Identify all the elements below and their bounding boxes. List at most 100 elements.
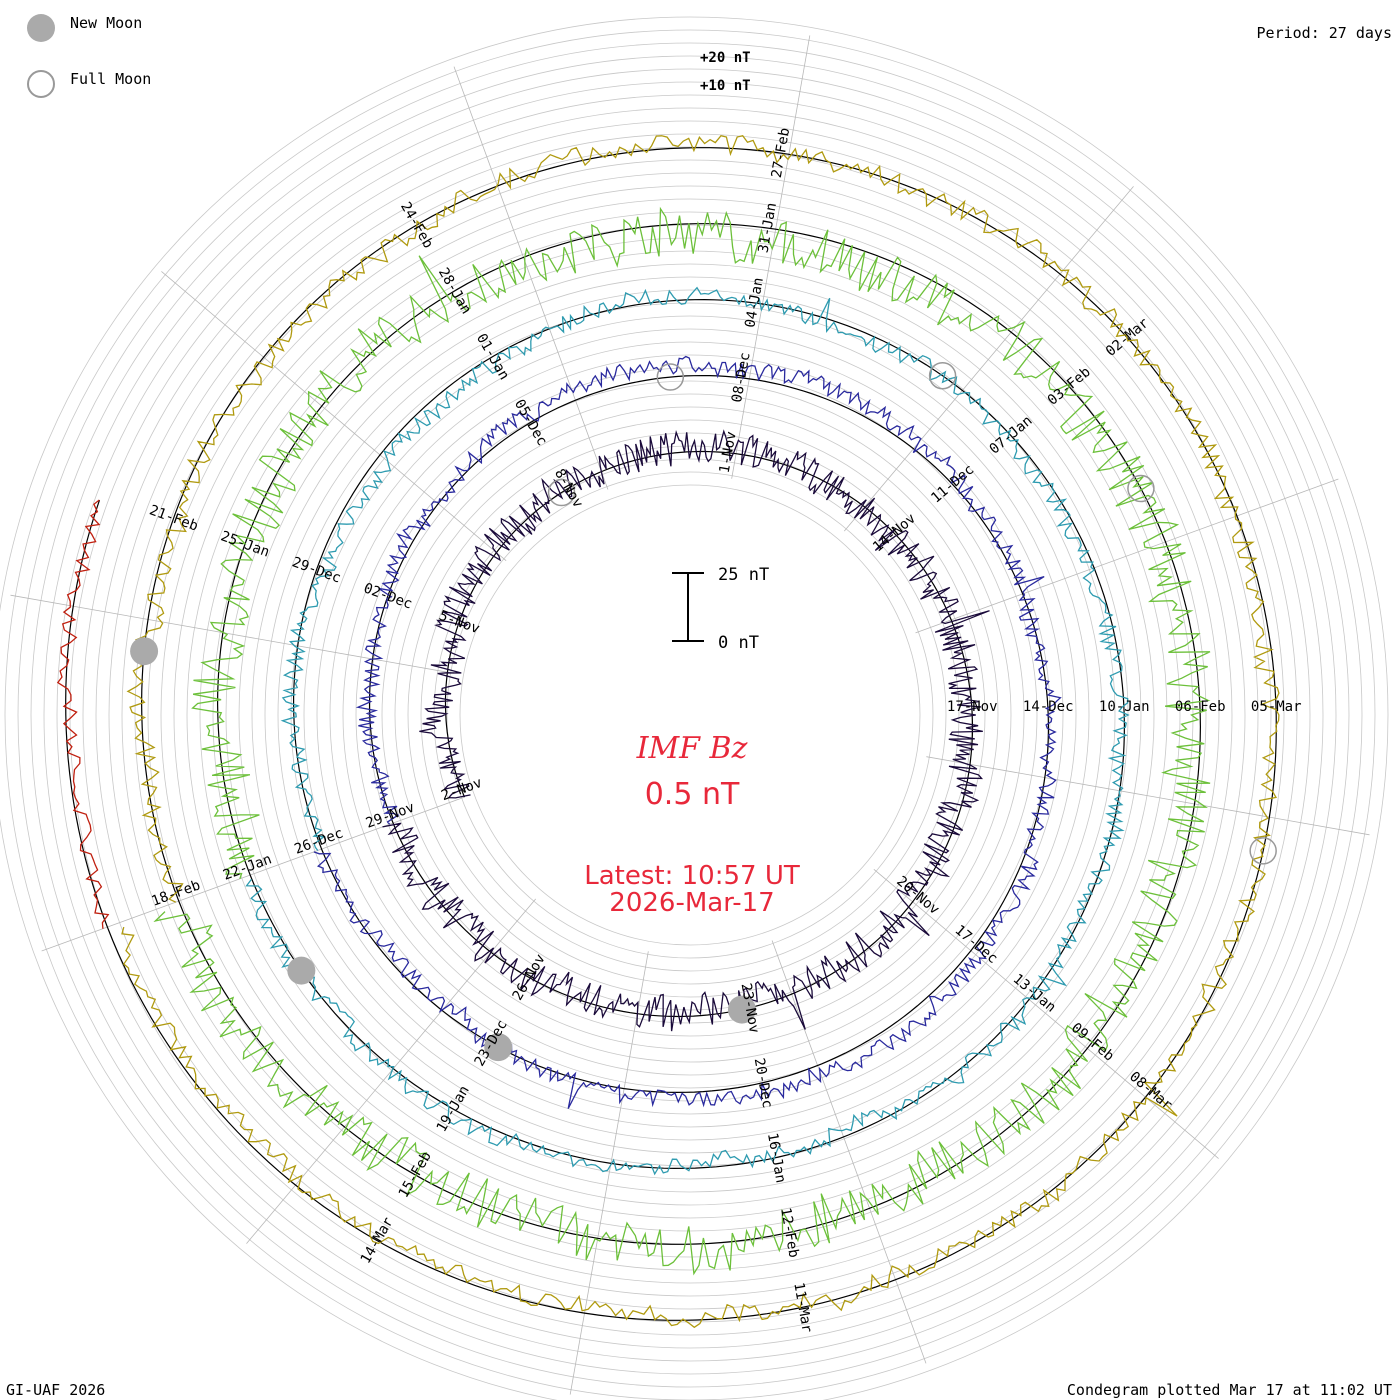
date-label: 2-Nov bbox=[439, 775, 484, 804]
grid-ring bbox=[186, 211, 1194, 1219]
grid-spoke bbox=[771, 940, 927, 1364]
grid-ring bbox=[264, 289, 1116, 1141]
new-moon-marker bbox=[727, 995, 756, 1024]
grid-spoke bbox=[41, 796, 465, 952]
date-label: 1-Nov bbox=[717, 430, 740, 474]
chart-title: IMF Bz bbox=[636, 731, 748, 766]
grid-spoke bbox=[246, 898, 537, 1244]
footer-plot-time: Condegram plotted Mar 17 at 11:02 UT bbox=[1066, 1381, 1392, 1399]
grid-ring bbox=[303, 328, 1077, 1102]
grid-ring bbox=[368, 393, 1012, 1037]
series-trace-4 bbox=[153, 206, 1211, 1276]
date-label: 29-Nov bbox=[364, 799, 417, 831]
series-trace-3 bbox=[245, 286, 1130, 1176]
grid-spoke bbox=[453, 66, 609, 490]
full-moon-legend-icon bbox=[27, 70, 55, 98]
grid-spoke bbox=[843, 186, 1134, 532]
series-trace-5 bbox=[121, 134, 1280, 1329]
date-label: 14-Dec bbox=[1023, 699, 1074, 715]
grid-ring bbox=[277, 302, 1103, 1128]
grid-ring bbox=[0, 16, 1389, 1400]
grid-ring bbox=[160, 185, 1220, 1245]
grid-spoke bbox=[161, 271, 507, 562]
date-label: 07-Jan bbox=[987, 413, 1036, 458]
date-label: 16-Jan bbox=[764, 1132, 789, 1185]
series-trace-1 bbox=[382, 429, 990, 1032]
date-label: 26-Dec bbox=[292, 825, 345, 857]
grid-ring bbox=[433, 458, 947, 972]
full-moon-marker bbox=[656, 363, 685, 391]
grid-ring bbox=[147, 172, 1233, 1258]
full-moon-legend-label: Full Moon bbox=[70, 70, 152, 88]
grid-ring bbox=[355, 380, 1025, 1050]
date-label: 18-Feb bbox=[150, 877, 203, 909]
new-moon-marker bbox=[484, 1033, 513, 1062]
grid-ring bbox=[4, 29, 1376, 1400]
full-moon-marker bbox=[547, 478, 576, 507]
grid-ring bbox=[95, 120, 1285, 1310]
date-label: 28-Jan bbox=[435, 265, 474, 317]
period-label: Period: 27 days bbox=[1256, 24, 1392, 42]
latest-time: Latest: 10:57 UT bbox=[584, 861, 800, 891]
grid-ring bbox=[225, 250, 1155, 1180]
grid-spoke bbox=[915, 478, 1339, 634]
grid-ring bbox=[121, 146, 1259, 1284]
grid-ring bbox=[108, 133, 1272, 1297]
grid-ring bbox=[329, 354, 1051, 1076]
footer-credit: GI-UAF 2026 bbox=[6, 1381, 106, 1399]
grid-ring bbox=[381, 406, 999, 1024]
date-label: 06-Feb bbox=[1175, 699, 1226, 715]
grid-spoke bbox=[731, 35, 811, 479]
grid-ring bbox=[30, 55, 1350, 1375]
new-moon-marker bbox=[287, 956, 316, 985]
new-moon-marker bbox=[130, 637, 159, 666]
grid-ring bbox=[394, 419, 986, 1011]
scale-bar-top-label: 25 nT bbox=[718, 565, 769, 585]
date-label: 14-Mar bbox=[358, 1215, 397, 1267]
grid-ring bbox=[173, 198, 1207, 1232]
current-value: 0.5 nT bbox=[645, 777, 740, 812]
date-label: 13-Jan bbox=[1010, 971, 1059, 1016]
moon-layer bbox=[130, 361, 1277, 1062]
date-label: 08-Dec bbox=[729, 351, 754, 404]
grid-layer bbox=[0, 16, 1389, 1400]
grid-ring bbox=[43, 68, 1337, 1362]
grid-ring bbox=[459, 484, 921, 946]
grid-ring bbox=[446, 471, 934, 959]
grid-ring bbox=[316, 341, 1064, 1089]
grid-ring bbox=[290, 315, 1090, 1115]
grid-ring bbox=[69, 94, 1311, 1336]
new-moon-legend-label: New Moon bbox=[70, 14, 143, 32]
date-label: 17-Nov bbox=[947, 699, 998, 715]
date-label: 08-Mar bbox=[1126, 1069, 1175, 1114]
grid-ring bbox=[134, 159, 1246, 1271]
date-label: 05-Dec bbox=[511, 397, 550, 449]
grid-ring bbox=[342, 367, 1038, 1063]
date-label: 10-Jan bbox=[1099, 699, 1150, 715]
date-label: 05-Mar bbox=[1251, 699, 1302, 715]
full-moon-marker bbox=[928, 361, 957, 390]
grid-ring bbox=[82, 107, 1298, 1323]
grid-spoke bbox=[926, 756, 1370, 836]
date-label: 04-Jan bbox=[742, 276, 767, 329]
scale-bar-bottom-label: 0 nT bbox=[718, 633, 759, 653]
grid-ring bbox=[420, 445, 960, 985]
date-label: 27-Feb bbox=[769, 127, 794, 180]
grid-ring bbox=[17, 42, 1363, 1388]
full-moon-marker bbox=[1249, 837, 1277, 865]
full-moon-marker bbox=[1127, 474, 1155, 503]
grid-ring bbox=[238, 263, 1142, 1167]
series-layer bbox=[56, 134, 1280, 1329]
grid-ring bbox=[212, 237, 1168, 1193]
scale-bar: 25 nT 0 nT bbox=[672, 565, 769, 653]
ring-scale-label-plus20: +20 nT bbox=[700, 50, 751, 66]
date-label: 19-Jan bbox=[434, 1083, 473, 1135]
series-trace-2 bbox=[313, 355, 1062, 1109]
date-label: 26-Nov bbox=[510, 951, 549, 1003]
date-label: 20-Dec bbox=[751, 1057, 776, 1110]
date-label: 21-Feb bbox=[147, 502, 200, 534]
date-label: 29-Dec bbox=[290, 554, 343, 586]
grid-spoke bbox=[10, 594, 454, 674]
ring-scale-label-plus10: +10 nT bbox=[700, 78, 751, 94]
